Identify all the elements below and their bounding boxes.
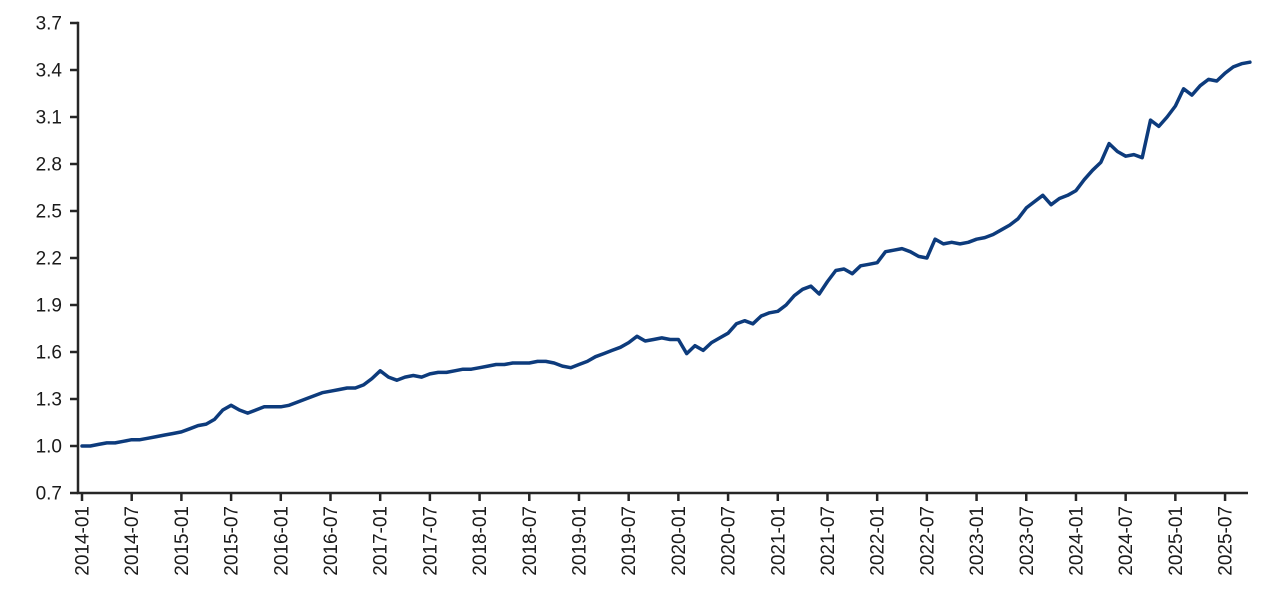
x-axis-tick-label: 2023-07	[1017, 506, 1038, 576]
x-axis-tick-label: 2018-01	[470, 506, 491, 576]
y-axis-tick-label: 2.2	[36, 249, 62, 270]
x-axis-tick-label: 2016-01	[271, 506, 292, 576]
x-axis-tick-label: 2016-07	[321, 506, 342, 576]
x-axis-tick-label: 2022-01	[868, 506, 889, 576]
x-axis-tick-label: 2024-01	[1066, 506, 1087, 576]
y-axis-tick-label: 0.7	[36, 484, 62, 505]
x-axis-tick-label: 2017-01	[371, 506, 392, 576]
x-axis-tick-label: 2025-07	[1216, 506, 1237, 576]
x-axis-tick-label: 2015-07	[222, 506, 243, 576]
series-line-cumulative-index	[80, 60, 1252, 448]
y-axis-tick-label: 2.8	[36, 155, 62, 176]
y-axis-tick-label: 1.3	[36, 390, 62, 411]
y-axis-tick-label: 1.6	[36, 343, 62, 364]
x-axis-tick-label: 2019-07	[619, 506, 640, 576]
y-axis-tick-label: 3.4	[36, 61, 63, 82]
y-axis-tick-label: 3.1	[36, 108, 62, 129]
x-axis-tick-label: 2014-07	[122, 506, 143, 576]
y-axis-tick-label: 1.9	[36, 296, 62, 317]
x-axis-tick-label: 2020-07	[719, 506, 740, 576]
x-axis-tick-label: 2018-07	[520, 506, 541, 576]
x-axis-tick-label: 2019-01	[569, 506, 590, 576]
y-axis-tick-label: 1.0	[36, 437, 62, 458]
x-axis-tick-label: 2014-01	[73, 506, 94, 576]
x-axis-tick-label: 2020-01	[669, 506, 690, 576]
x-axis-tick-label: 2015-01	[172, 506, 193, 576]
y-axis-tick-label: 3.7	[36, 14, 62, 35]
x-axis-tick-label: 2021-01	[768, 506, 789, 576]
axis-spines	[76, 21, 1248, 495]
x-axis-tick-label: 2023-01	[967, 506, 988, 576]
x-axis-tick-label: 2025-01	[1166, 506, 1187, 576]
x-axis-tick-label: 2021-07	[818, 506, 839, 576]
x-axis-tick-label: 2024-07	[1116, 506, 1137, 576]
x-axis-tick-label: 2017-07	[420, 506, 441, 576]
y-axis-tick-label: 2.5	[36, 202, 62, 223]
x-axis-tick-label: 2022-07	[917, 506, 938, 576]
